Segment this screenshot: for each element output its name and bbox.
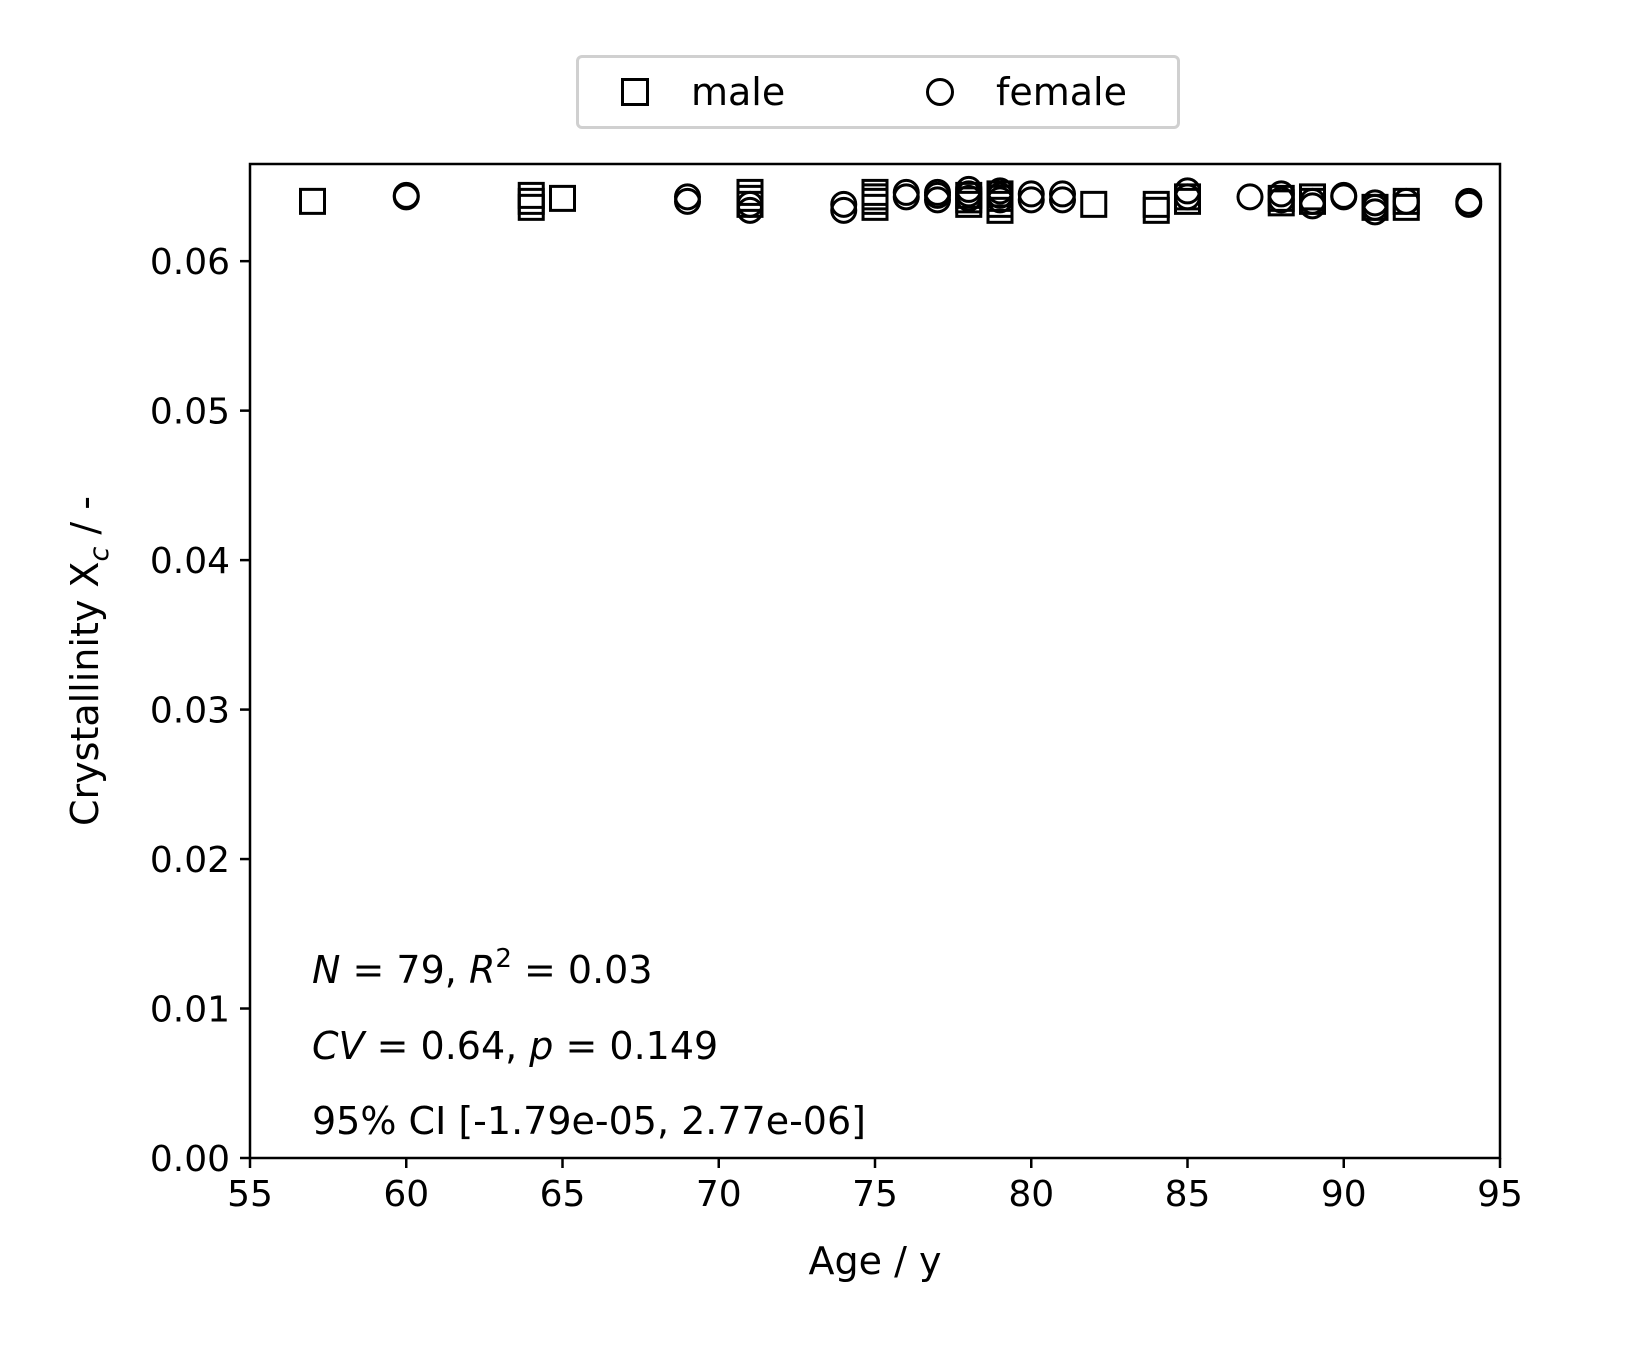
point-female [736, 190, 764, 218]
stats-line-ci: 95% CI [-1.79e-05, 2.77e-06] [312, 1099, 866, 1143]
point-female [1017, 186, 1045, 214]
legend-label-female: female [996, 70, 1127, 114]
y-tick-label: 0.02 [150, 840, 230, 881]
x-axis-label: Age / y [809, 1239, 942, 1283]
legend-item-female: female [926, 58, 1127, 126]
point-female [924, 178, 951, 206]
y-tick-label: 0.04 [150, 541, 230, 582]
point-male [1080, 190, 1108, 218]
point-male [1142, 190, 1170, 218]
stats-line-cv-p: CV = 0.64, p = 0.149 [312, 1024, 718, 1068]
point-female [986, 177, 1014, 205]
data-points [299, 175, 1483, 226]
point-female [392, 181, 420, 209]
point-female [1392, 187, 1420, 215]
legend-label-male: male [691, 70, 786, 114]
x-axis-ticks: 55 60 65 70 75 80 85 90 95 [227, 1158, 1523, 1215]
plot-frame [248, 162, 1502, 1160]
point-male [517, 181, 545, 209]
x-tick-label: 70 [696, 1174, 742, 1215]
y-tick-label: 0.06 [150, 242, 230, 283]
y-tick-label: 0.01 [150, 990, 230, 1031]
point-female [955, 175, 983, 203]
y-tick-label: 0.00 [150, 1139, 230, 1180]
point-male [1142, 196, 1170, 224]
point-male [299, 187, 326, 215]
legend-item-male: male [621, 58, 785, 126]
point-male [736, 178, 764, 206]
point-female [1299, 187, 1326, 215]
x-tick-label: 80 [1008, 1174, 1054, 1215]
point-female [830, 196, 858, 224]
y-tick-label: 0.05 [150, 392, 230, 433]
point-female [1049, 180, 1076, 208]
point-female [1174, 177, 1201, 205]
y-tick-label: 0.03 [150, 691, 230, 732]
point-female [1236, 183, 1264, 211]
x-tick-label: 90 [1321, 1174, 1367, 1215]
point-female [1330, 181, 1358, 209]
x-tick-label: 75 [852, 1174, 898, 1215]
y-axis-ticks: 0.00 0.01 0.02 0.03 0.04 0.05 0.06 [150, 242, 250, 1180]
x-tick-label: 60 [383, 1174, 429, 1215]
point-male [861, 178, 889, 206]
x-tick-label: 95 [1477, 1174, 1523, 1215]
point-male [861, 193, 889, 221]
point-female [830, 190, 858, 218]
point-male [517, 187, 545, 215]
y-axis-label: Crystallinity Xc / - [63, 496, 115, 826]
circle-marker-icon [926, 78, 954, 106]
square-marker-icon [621, 78, 649, 106]
point-female [1049, 186, 1076, 214]
point-female [1267, 180, 1295, 208]
x-tick-label: 65 [540, 1174, 586, 1215]
point-male [1392, 193, 1420, 221]
legend: male female [576, 55, 1180, 129]
point-female [1455, 187, 1483, 215]
point-female [1361, 189, 1389, 217]
point-female [892, 178, 920, 206]
stats-line-n-r2: N = 79, R2 = 0.03 [312, 944, 653, 992]
point-female [1017, 180, 1045, 208]
x-tick-label: 55 [227, 1174, 273, 1215]
point-female [674, 183, 701, 211]
x-tick-label: 85 [1165, 1174, 1211, 1215]
point-male [549, 184, 576, 212]
